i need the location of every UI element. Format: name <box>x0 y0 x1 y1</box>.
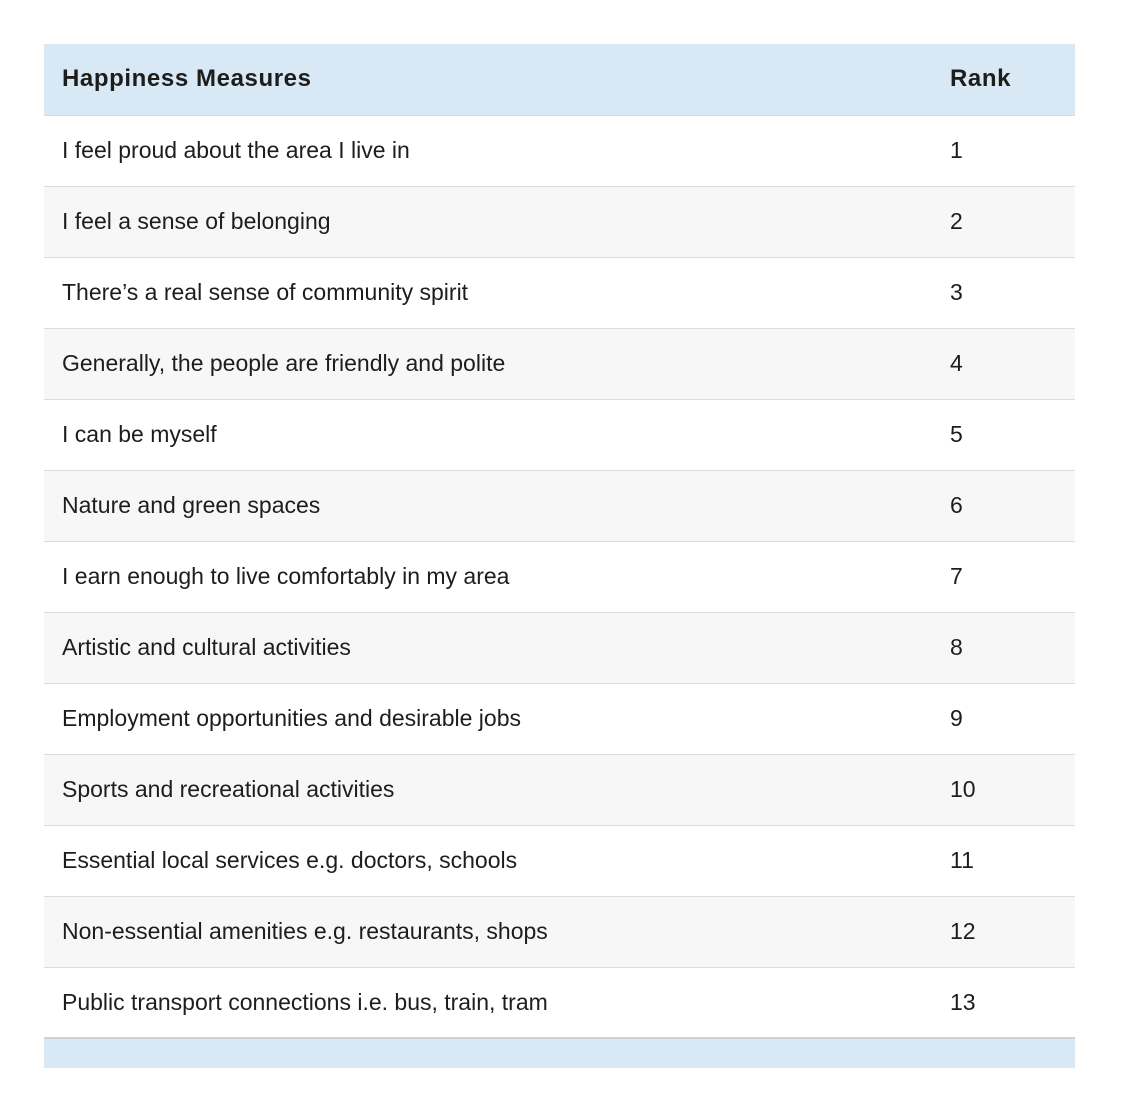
measure-cell: Generally, the people are friendly and p… <box>62 350 506 376</box>
happiness-measures-table: Happiness Measures Rank I feel proud abo… <box>44 44 1075 1068</box>
table-row: I feel proud about the area I live in 1 <box>44 115 1075 186</box>
rank-cell: 9 <box>950 705 963 731</box>
measure-cell: There’s a real sense of community spirit <box>62 279 469 305</box>
footer-bar-cell <box>44 1038 1075 1068</box>
column-header-rank: Rank <box>950 44 1075 115</box>
measure-cell: I feel a sense of belonging <box>62 208 331 234</box>
rank-cell: 11 <box>950 847 974 873</box>
table-row: Nature and green spaces 6 <box>44 470 1075 541</box>
happiness-measures-table-container: Happiness Measures Rank I feel proud abo… <box>44 44 1075 1068</box>
rank-cell: 8 <box>950 634 963 660</box>
table-row: I earn enough to live comfortably in my … <box>44 541 1075 612</box>
table-row: Artistic and cultural activities 8 <box>44 612 1075 683</box>
measure-cell: Non-essential amenities e.g. restaurants… <box>62 918 548 944</box>
measure-cell: Essential local services e.g. doctors, s… <box>62 847 518 873</box>
table-row: Essential local services e.g. doctors, s… <box>44 825 1075 896</box>
rank-cell: 1 <box>950 137 963 163</box>
rank-cell: 6 <box>950 492 963 518</box>
rank-cell: 5 <box>950 421 963 447</box>
rank-cell: 7 <box>950 563 963 589</box>
rank-cell: 4 <box>950 350 963 376</box>
rank-cell: 13 <box>950 988 976 1015</box>
table-row: Employment opportunities and desirable j… <box>44 683 1075 754</box>
measure-cell: Nature and green spaces <box>62 492 321 518</box>
rank-cell: 3 <box>950 279 963 305</box>
table-row: Sports and recreational activities 10 <box>44 754 1075 825</box>
rank-cell: 2 <box>950 208 963 234</box>
measure-cell: I can be myself <box>62 421 217 447</box>
table-row: There’s a real sense of community spirit… <box>44 257 1075 328</box>
table-row: Non-essential amenities e.g. restaurants… <box>44 896 1075 967</box>
measure-cell: Sports and recreational activities <box>62 776 395 802</box>
table-row: I feel a sense of belonging 2 <box>44 186 1075 257</box>
measure-cell: Employment opportunities and desirable j… <box>62 705 521 731</box>
measure-cell: Artistic and cultural activities <box>62 634 351 660</box>
measure-cell: I feel proud about the area I live in <box>62 137 410 163</box>
column-header-happiness-measures: Happiness Measures <box>44 44 950 115</box>
measure-cell: I earn enough to live comfortably in my … <box>62 563 510 589</box>
rank-cell: 10 <box>950 776 976 802</box>
measure-cell: Public transport connections i.e. bus, t… <box>62 988 548 1015</box>
table-row: Generally, the people are friendly and p… <box>44 328 1075 399</box>
table-row: I can be myself 5 <box>44 399 1075 470</box>
table-footer-bar <box>44 1038 1075 1068</box>
table-row: Public transport connections i.e. bus, t… <box>44 967 1075 1038</box>
rank-cell: 12 <box>950 918 976 944</box>
table-header-row: Happiness Measures Rank <box>44 44 1075 115</box>
